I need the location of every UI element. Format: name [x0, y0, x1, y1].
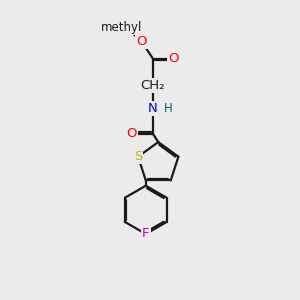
Text: S: S — [134, 150, 142, 163]
Text: CH₂: CH₂ — [141, 79, 165, 92]
Text: F: F — [142, 227, 149, 241]
Text: O: O — [168, 52, 179, 65]
Text: O: O — [127, 127, 137, 140]
Text: methyl: methyl — [101, 21, 143, 34]
Text: O: O — [136, 35, 147, 48]
Text: N: N — [148, 102, 158, 115]
Text: H: H — [164, 102, 172, 115]
